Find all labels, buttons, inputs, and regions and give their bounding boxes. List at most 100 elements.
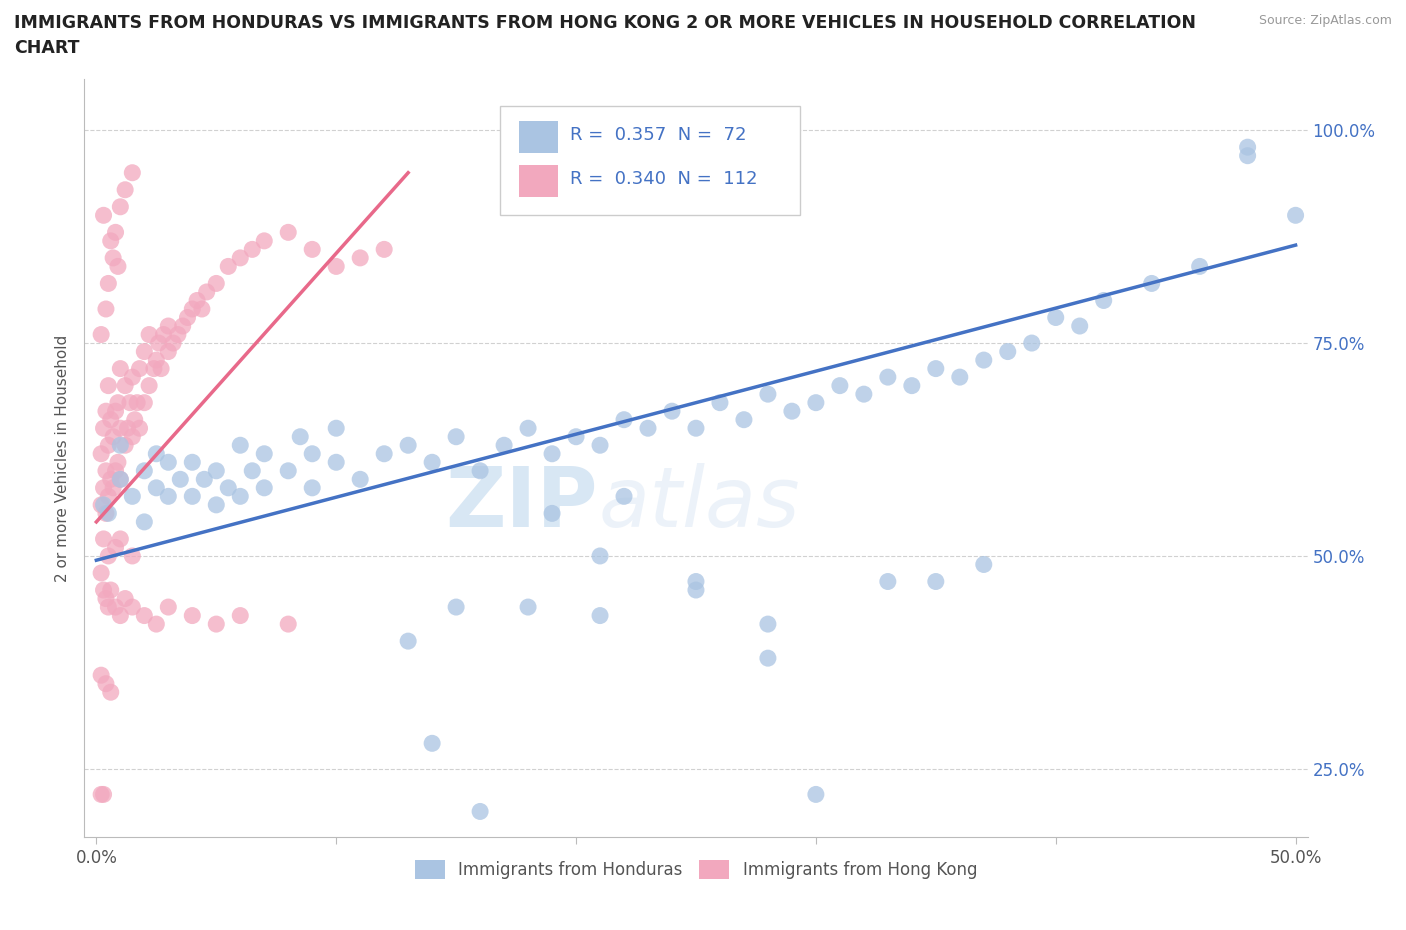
Point	[145, 446, 167, 461]
Point	[97, 438, 120, 453]
Point	[444, 430, 467, 445]
Point	[121, 430, 143, 445]
Point	[172, 319, 194, 334]
Point	[100, 472, 122, 486]
Point	[229, 608, 252, 623]
Point	[90, 327, 112, 342]
Point	[396, 438, 419, 453]
Point	[277, 617, 299, 631]
Point	[925, 361, 948, 376]
Point	[104, 463, 127, 478]
Point	[110, 531, 132, 546]
Point	[100, 582, 122, 597]
Point	[110, 472, 132, 486]
Point	[205, 463, 228, 478]
Text: ZIP: ZIP	[446, 463, 598, 544]
Point	[181, 608, 204, 623]
Point	[973, 557, 995, 572]
Point	[925, 574, 948, 589]
Point	[468, 804, 491, 819]
Point	[1140, 276, 1163, 291]
Point	[301, 446, 323, 461]
Point	[205, 498, 228, 512]
Point	[114, 379, 136, 393]
Legend: Immigrants from Honduras, Immigrants from Hong Kong: Immigrants from Honduras, Immigrants fro…	[408, 853, 984, 885]
Point	[110, 420, 132, 435]
Point	[1236, 140, 1258, 154]
Point	[240, 463, 263, 478]
Point	[110, 438, 132, 453]
Point	[229, 489, 252, 504]
Point	[756, 651, 779, 666]
Point	[152, 327, 174, 342]
Point	[90, 446, 112, 461]
Point	[685, 574, 707, 589]
Point	[852, 387, 875, 402]
Point	[157, 600, 180, 615]
Point	[195, 285, 218, 299]
Point	[325, 455, 347, 470]
Point	[157, 344, 180, 359]
Point	[104, 225, 127, 240]
Point	[229, 438, 252, 453]
Point	[157, 455, 180, 470]
Point	[145, 617, 167, 631]
Point	[90, 787, 112, 802]
Text: Source: ZipAtlas.com: Source: ZipAtlas.com	[1258, 14, 1392, 27]
Point	[93, 208, 115, 223]
Point	[94, 506, 117, 521]
Point	[104, 540, 127, 555]
Point	[114, 591, 136, 606]
Point	[325, 259, 347, 273]
Point	[420, 736, 443, 751]
Point	[277, 463, 299, 478]
Point	[142, 361, 165, 376]
Point	[107, 395, 129, 410]
Point	[301, 242, 323, 257]
Text: R =  0.357  N =  72: R = 0.357 N = 72	[569, 126, 747, 144]
Point	[517, 420, 540, 435]
Point	[110, 608, 132, 623]
Point	[756, 617, 779, 631]
Point	[373, 242, 395, 257]
Point	[97, 506, 120, 521]
Point	[118, 395, 141, 410]
Point	[217, 481, 239, 496]
Point	[169, 472, 191, 486]
Point	[110, 361, 132, 376]
Point	[127, 395, 149, 410]
Bar	[519, 121, 558, 153]
Point	[613, 412, 636, 427]
Point	[494, 438, 516, 453]
Point	[973, 352, 995, 367]
Point	[138, 379, 160, 393]
Point	[100, 412, 122, 427]
Point	[93, 498, 115, 512]
Text: R =  0.340  N =  112: R = 0.340 N = 112	[569, 170, 758, 188]
Point	[101, 250, 124, 265]
Point	[373, 446, 395, 461]
Point	[541, 506, 564, 521]
Point	[93, 420, 115, 435]
Point	[97, 600, 120, 615]
Point	[104, 404, 127, 418]
Point	[186, 293, 208, 308]
Point	[94, 676, 117, 691]
Point	[93, 582, 115, 597]
Point	[349, 250, 371, 265]
Point	[110, 199, 132, 214]
Point	[162, 336, 184, 351]
Point	[290, 430, 312, 445]
Point	[107, 455, 129, 470]
Point	[444, 600, 467, 615]
Text: atlas: atlas	[598, 463, 800, 544]
Point	[205, 276, 228, 291]
Point	[253, 446, 276, 461]
Point	[804, 395, 827, 410]
Point	[90, 668, 112, 683]
Point	[613, 489, 636, 504]
Bar	[519, 165, 558, 196]
Point	[181, 455, 204, 470]
Point	[94, 463, 117, 478]
Point	[517, 600, 540, 615]
